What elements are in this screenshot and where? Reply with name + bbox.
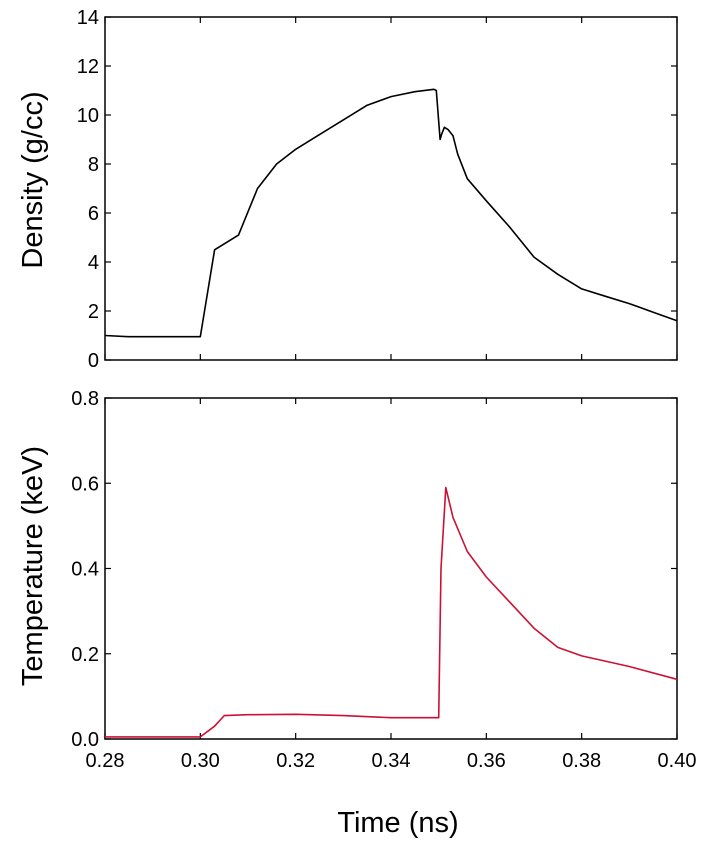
density-y-tick-label: 8 bbox=[88, 154, 99, 176]
temperature-x-tick-label: 0.30 bbox=[181, 750, 220, 772]
temperature-x-tick-label: 0.32 bbox=[276, 750, 315, 772]
temperature-x-tick-label: 0.40 bbox=[658, 750, 697, 772]
density-plot-frame bbox=[104, 16, 678, 361]
temperature-y-tick-label: 0.8 bbox=[71, 388, 99, 410]
temperature-y-tick-label: 0.0 bbox=[71, 729, 99, 751]
density-y-tick-label: 10 bbox=[77, 105, 99, 127]
density-y-tick-label: 2 bbox=[88, 301, 99, 323]
temperature-x-tick-label: 0.34 bbox=[372, 750, 411, 772]
density-y-tick-label: 12 bbox=[77, 56, 99, 78]
density-axis-title: Density (g/cc) bbox=[17, 91, 49, 268]
density-series-line bbox=[104, 88, 678, 338]
temperature-x-tick-label: 0.28 bbox=[86, 750, 125, 772]
density-y-tick-label: 4 bbox=[88, 252, 99, 274]
density-y-tick-label: 0 bbox=[88, 350, 99, 372]
density-chart: 0 2 4 6 8 10 12 14 bbox=[77, 7, 678, 372]
density-y-tick-label: 14 bbox=[77, 7, 99, 29]
temperature-y-tick-label: 0.6 bbox=[71, 473, 99, 495]
density-y-tick-label: 6 bbox=[88, 203, 99, 225]
temperature-series-line bbox=[105, 486, 678, 738]
temperature-x-tick-label: 0.38 bbox=[562, 750, 601, 772]
time-axis-title: Time (ns) bbox=[337, 807, 458, 839]
temperature-plot-frame bbox=[104, 397, 678, 740]
temperature-y-tick-label: 0.2 bbox=[71, 644, 99, 666]
temperature-y-tick-label: 0.4 bbox=[71, 559, 99, 581]
temperature-chart: 0.28 0.30 0.32 0.34 0.36 0.38 0.40 0.0 0.2 0.4 0.6… bbox=[71, 388, 696, 772]
temperature-axis-title: Temperature (keV) bbox=[17, 446, 49, 686]
temperature-x-tick-label: 0.36 bbox=[467, 750, 506, 772]
